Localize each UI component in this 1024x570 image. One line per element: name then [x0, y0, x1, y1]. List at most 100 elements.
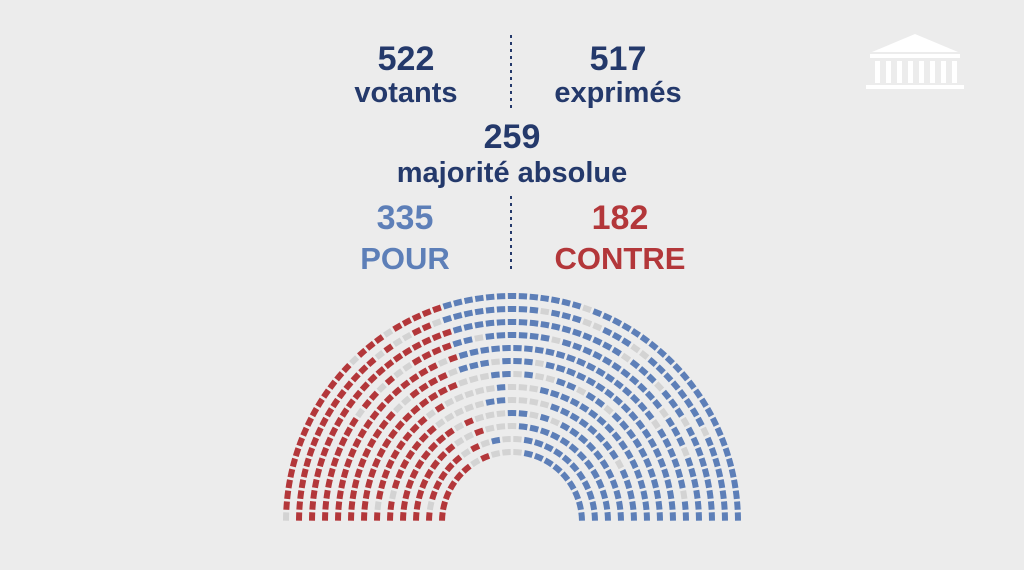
- seat: [452, 339, 463, 348]
- seat: [427, 441, 439, 452]
- seat: [479, 372, 490, 381]
- seat: [463, 336, 473, 345]
- seat: [362, 489, 371, 500]
- seat: [722, 447, 732, 458]
- seat: [421, 308, 432, 318]
- seat: [340, 468, 349, 479]
- seat: [534, 372, 545, 381]
- seat: [325, 478, 333, 489]
- seat: [611, 412, 622, 423]
- seat: [427, 362, 439, 372]
- seat: [352, 389, 363, 400]
- seat: [681, 501, 689, 510]
- seat: [704, 436, 714, 447]
- seat: [579, 403, 590, 413]
- seat: [719, 436, 728, 447]
- seat: [592, 308, 603, 318]
- seat: [577, 434, 589, 445]
- seat: [393, 403, 404, 414]
- exprimes-number: 517: [590, 40, 647, 78]
- seat: [444, 427, 455, 438]
- seat: [582, 346, 593, 356]
- seat: [641, 428, 652, 439]
- seat: [348, 501, 356, 510]
- seat: [576, 386, 587, 396]
- seat: [704, 478, 713, 489]
- seat: [469, 348, 479, 357]
- seat: [550, 296, 561, 304]
- seat: [420, 450, 431, 461]
- seat: [444, 412, 455, 422]
- seat: [474, 427, 485, 437]
- seat: [523, 450, 534, 458]
- seat: [401, 331, 413, 342]
- seat: [444, 462, 455, 473]
- seat: [633, 469, 643, 480]
- seat: [623, 479, 633, 490]
- seat: [361, 398, 372, 410]
- seat: [343, 380, 354, 391]
- seat: [485, 306, 495, 314]
- seat: [383, 343, 394, 354]
- seat: [680, 490, 688, 500]
- seat: [452, 312, 463, 321]
- seat: [336, 388, 347, 400]
- seat: [518, 397, 528, 404]
- seat: [691, 478, 699, 489]
- seat: [559, 407, 571, 417]
- seat: [387, 501, 395, 511]
- seat: [349, 489, 358, 500]
- seat: [653, 489, 662, 500]
- seat: [572, 328, 582, 338]
- seat: [458, 364, 469, 373]
- seat: [668, 398, 679, 409]
- seat: [534, 346, 544, 354]
- seat: [376, 401, 387, 413]
- seat: [347, 447, 357, 458]
- seat: [611, 362, 622, 372]
- seat: [601, 356, 613, 366]
- seat: [694, 500, 702, 510]
- seat: [539, 400, 550, 409]
- seat: [341, 362, 352, 374]
- seat: [327, 467, 336, 478]
- seat: [468, 375, 479, 384]
- seat: [629, 393, 641, 405]
- seat: [581, 480, 591, 491]
- seat: [671, 458, 680, 468]
- seat: [447, 367, 458, 377]
- seat: [674, 407, 685, 418]
- seat: [637, 479, 646, 490]
- seat: [485, 293, 495, 301]
- seat: [320, 446, 329, 457]
- seat: [656, 347, 667, 358]
- seat: [463, 431, 474, 441]
- seat: [357, 457, 367, 468]
- seat: [392, 352, 404, 363]
- seat: [452, 325, 463, 334]
- seat: [309, 407, 320, 418]
- seat: [445, 443, 456, 454]
- seat: [717, 479, 726, 489]
- seat: [618, 440, 628, 451]
- seat: [545, 375, 556, 384]
- seat: [647, 468, 656, 479]
- seat: [655, 364, 666, 375]
- seat: [358, 364, 369, 375]
- seat: [415, 489, 425, 500]
- seat: [284, 490, 292, 500]
- seat: [469, 361, 479, 370]
- seat: [485, 319, 495, 327]
- seat: [651, 419, 661, 430]
- seat: [543, 457, 554, 468]
- seat: [292, 447, 302, 458]
- seat: [566, 480, 577, 491]
- seat: [582, 318, 593, 327]
- seat: [595, 382, 606, 393]
- seat: [374, 501, 382, 511]
- seat: [576, 357, 587, 367]
- seat: [646, 373, 657, 384]
- seat: [630, 328, 641, 338]
- seat: [372, 428, 383, 439]
